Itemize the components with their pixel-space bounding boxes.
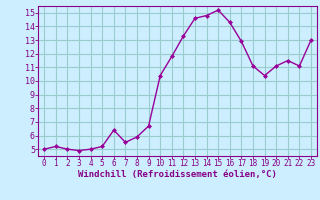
X-axis label: Windchill (Refroidissement éolien,°C): Windchill (Refroidissement éolien,°C) [78, 170, 277, 179]
